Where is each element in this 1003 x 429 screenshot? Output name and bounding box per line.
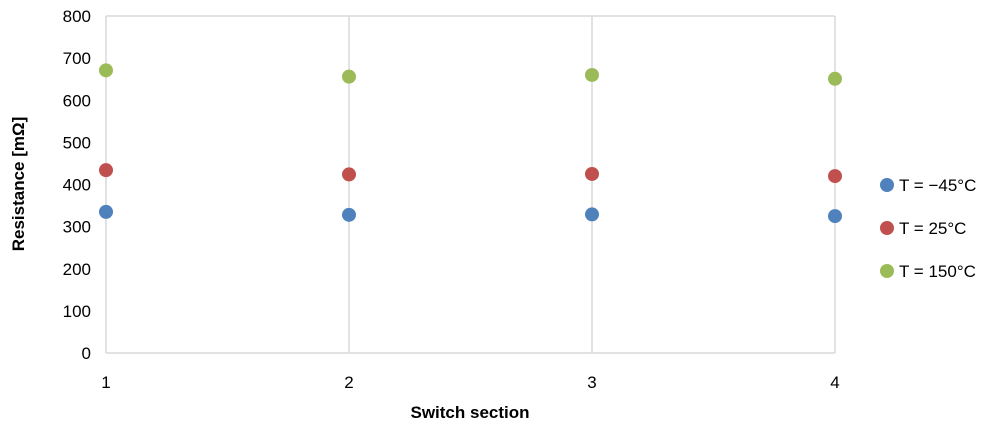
y-tick-label: 700 [63, 49, 91, 68]
x-tick-label: 2 [344, 373, 353, 392]
data-point [99, 63, 113, 78]
legend-marker [880, 264, 894, 278]
x-tick-labels: 1 2 3 4 [101, 373, 839, 392]
data-points [99, 63, 842, 224]
x-tick-label: 3 [587, 373, 596, 392]
y-axis-title: Resistance [mΩ] [9, 117, 28, 252]
y-tick-label: 500 [63, 133, 91, 152]
x-axis-title: Switch section [410, 403, 529, 422]
y-tick-label: 0 [82, 344, 91, 363]
y-tick-label: 300 [63, 218, 91, 237]
data-point [99, 163, 113, 178]
legend: T = −45°C T = 25°C T = 150°C [880, 176, 976, 281]
data-point [828, 209, 842, 224]
y-tick-label: 400 [63, 176, 91, 195]
data-point [828, 71, 842, 86]
x-tick-label: 1 [101, 373, 110, 392]
y-tick-labels: 0 100 200 300 400 500 600 700 800 [63, 7, 91, 363]
data-point [342, 167, 356, 182]
legend-label: T = 25°C [899, 219, 966, 238]
legend-label: T = 150°C [899, 262, 976, 281]
y-tick-label: 800 [63, 7, 91, 26]
data-point [99, 204, 113, 219]
legend-marker [880, 221, 894, 235]
data-point [342, 69, 356, 84]
y-tick-label: 100 [63, 302, 91, 321]
data-point [585, 207, 599, 222]
legend-label: T = −45°C [899, 176, 976, 195]
data-point [342, 207, 356, 222]
y-tick-label: 200 [63, 260, 91, 279]
y-tick-label: 600 [63, 91, 91, 110]
gridlines [105, 15, 836, 354]
data-point [585, 166, 599, 181]
data-point [828, 169, 842, 184]
x-tick-label: 4 [830, 373, 839, 392]
data-point [585, 67, 599, 82]
legend-marker [880, 178, 894, 192]
